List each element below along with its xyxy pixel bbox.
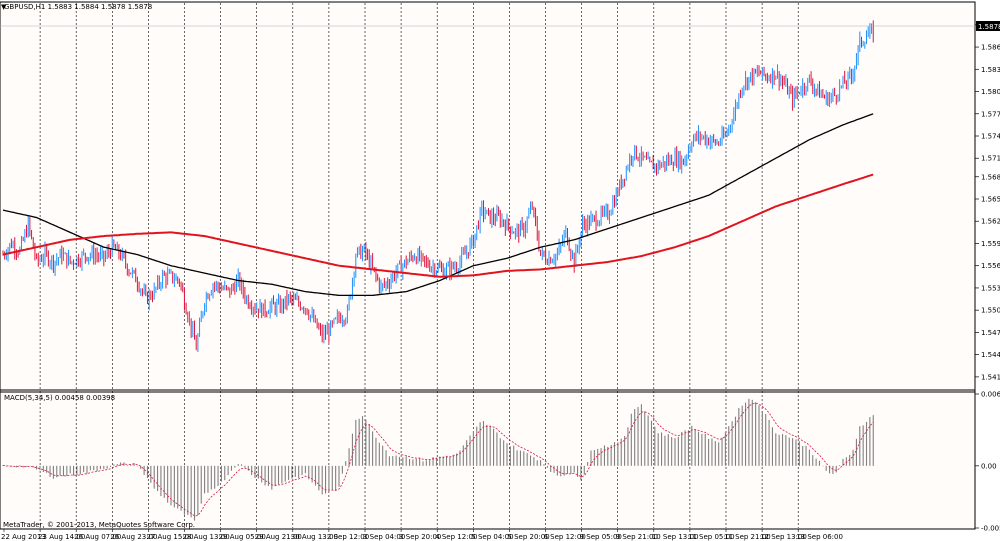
time-tick-label: 28 Aug 13:00 bbox=[183, 533, 230, 541]
time-tick-label: 12 Sep 13:00 bbox=[760, 533, 807, 541]
time-tick-label: 5 Sep 20:00 bbox=[507, 533, 549, 541]
time-tick-label: 6 Sep 12:00 bbox=[544, 533, 586, 541]
price-tick-label: 1.5445 bbox=[981, 351, 1000, 359]
price-tick-label: 1.5740 bbox=[981, 133, 1000, 141]
price-tick-label: 1.5830 bbox=[981, 66, 1000, 74]
plot-area[interactable] bbox=[0, 1, 976, 530]
symbol-info: GBPUSD,H1 1.5883 1.5884 1.5878 1.5878 bbox=[4, 3, 152, 11]
macd-tick-label: 0.00639 bbox=[981, 391, 1000, 399]
moving-average-black bbox=[2, 113, 874, 297]
time-tick-label: 29 Aug 05:00 bbox=[219, 533, 266, 541]
time-tick-label: 3 Sep 04:00 bbox=[363, 533, 405, 541]
time-tick-label: 11 Sep 21:00 bbox=[724, 533, 771, 541]
time-tick-label: 4 Sep 12:00 bbox=[435, 533, 477, 541]
price-tick-label: 1.5655 bbox=[981, 196, 1000, 204]
price-tick-label: 1.5625 bbox=[981, 218, 1000, 226]
macd-signal-line bbox=[2, 402, 874, 517]
price-tick-label: 1.5505 bbox=[981, 307, 1000, 315]
time-tick-label: 13 Sep 06:00 bbox=[796, 533, 843, 541]
macd-axis-ticks: 0.00639 0.00 -0.00553 bbox=[975, 391, 1000, 533]
moving-average-red bbox=[2, 173, 874, 278]
price-tick-label: 1.5800 bbox=[981, 88, 1000, 96]
time-tick-label: 27 Aug 15:00 bbox=[146, 533, 193, 541]
time-tick-label: 10 Sep 13:00 bbox=[652, 533, 699, 541]
price-tick-label: 1.5770 bbox=[981, 110, 1000, 118]
price-tick-label: 1.5565 bbox=[981, 262, 1000, 270]
price-tick-label: 1.5685 bbox=[981, 173, 1000, 181]
time-tick-label: 23 Aug 14:00 bbox=[38, 533, 85, 541]
time-tick-label: 5 Sep 04:00 bbox=[471, 533, 513, 541]
macd-tick-label: -0.00553 bbox=[981, 525, 1000, 533]
dropdown-arrow-icon[interactable]: ▼ bbox=[1, 3, 7, 11]
time-tick-label: 11 Sep 05:00 bbox=[688, 533, 735, 541]
time-tick-label: 26 Aug 23:00 bbox=[110, 533, 157, 541]
price-tick-label: 1.5415 bbox=[981, 373, 1000, 381]
time-tick-label: 3 Sep 20:00 bbox=[399, 533, 441, 541]
time-tick-label: 2 Sep 12:00 bbox=[327, 533, 369, 541]
current-price-text: 1.5878 bbox=[978, 23, 1000, 31]
copyright-text: MetaTrader, © 2001-2013, MetaQuotes Soft… bbox=[3, 521, 195, 529]
current-price-tag bbox=[976, 21, 1000, 31]
price-axis-ticks: 1.58901.58601.58301.58001.57701.57401.57… bbox=[975, 21, 1000, 381]
price-tick-label: 1.5860 bbox=[981, 44, 1000, 52]
price-tick-label: 1.5710 bbox=[981, 155, 1000, 163]
macd-tick-label: 0.00 bbox=[981, 462, 997, 470]
time-tick-label: 9 Sep 21:00 bbox=[616, 533, 658, 541]
price-tick-label: 1.5475 bbox=[981, 329, 1000, 337]
macd-info: MACD(5,34,5) 0.00458 0.00398 bbox=[4, 394, 115, 402]
price-tick-label: 1.5535 bbox=[981, 284, 1000, 292]
time-tick-label: 29 Aug 21:00 bbox=[255, 533, 302, 541]
price-tick-label: 1.5595 bbox=[981, 240, 1000, 248]
candlestick-series bbox=[2, 20, 874, 352]
time-tick-label: 26 Aug 07:00 bbox=[74, 533, 121, 541]
macd-histogram bbox=[2, 398, 874, 521]
time-tick-label: 22 Aug 2013 bbox=[1, 533, 46, 541]
time-tick-label: 30 Aug 13:00 bbox=[291, 533, 338, 541]
time-tick-label: 9 Sep 05:00 bbox=[580, 533, 622, 541]
